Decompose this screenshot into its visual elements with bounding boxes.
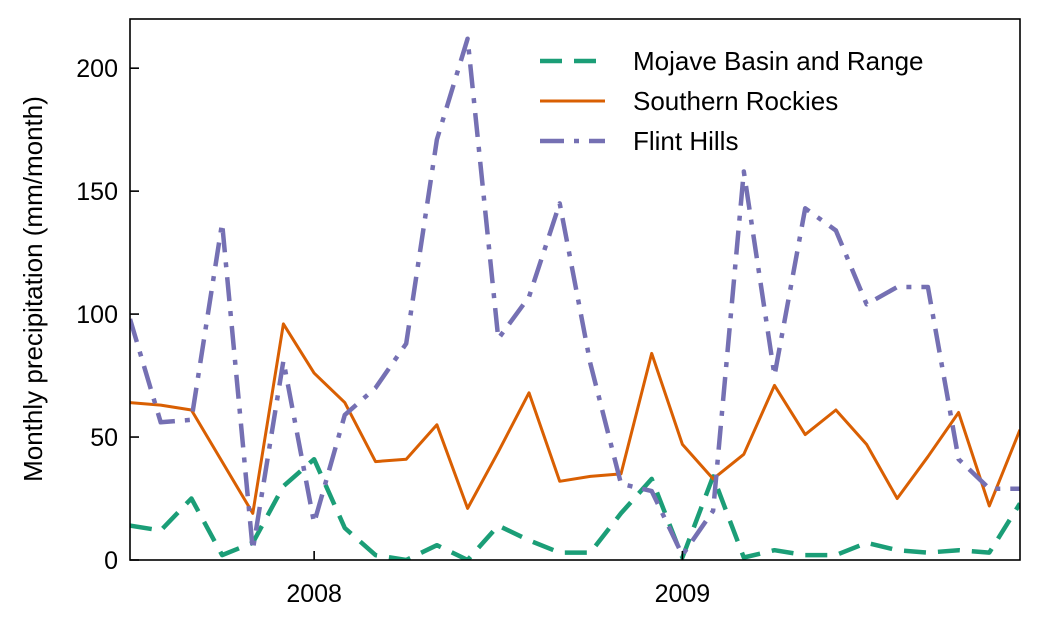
y-tick-label: 50: [90, 424, 118, 452]
series-line-southern-rockies: [130, 322, 1020, 515]
plot-lines: [130, 36, 1020, 560]
legend-label: Southern Rockies: [633, 86, 838, 116]
y-axis-label: Monthly precipitation (mm/month): [18, 96, 48, 482]
legend-label: Flint Hills: [633, 126, 738, 156]
y-tick-label: 0: [104, 547, 118, 575]
legend-label: Mojave Basin and Range: [633, 46, 924, 76]
y-tick-label: 100: [76, 301, 118, 329]
x-axis: 2008 2009: [286, 551, 710, 608]
legend: Mojave Basin and Range Southern Rockies Fl…: [540, 46, 924, 156]
x-tick-label: 2009: [655, 580, 711, 608]
y-tick-label: 200: [76, 55, 118, 83]
series-line-flint-hills: [130, 36, 1020, 558]
plot-frame: [129, 18, 1021, 561]
x-tick-label: 2008: [286, 580, 342, 608]
y-axis: 0 50 100 150 200: [76, 55, 139, 575]
y-tick-label: 150: [76, 178, 118, 206]
series-line-mojave-basin-and-range: [130, 456, 1020, 560]
